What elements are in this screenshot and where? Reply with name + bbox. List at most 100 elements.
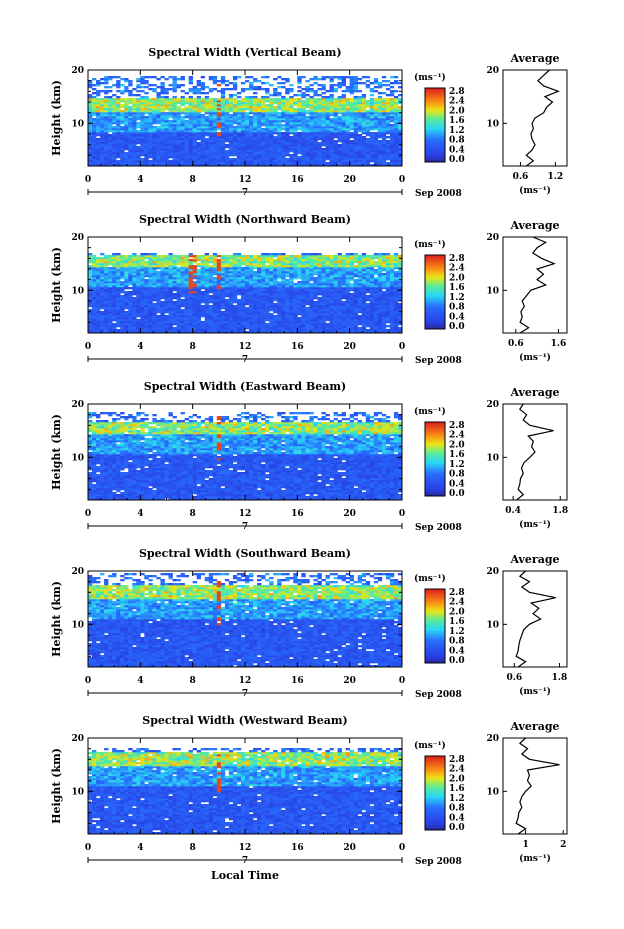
- heatmap-cell: [224, 130, 230, 133]
- heatmap-cell: [224, 305, 230, 308]
- heatmap-cell: [297, 86, 302, 89]
- heatmap-cell: [204, 317, 210, 320]
- heatmap-cell: [224, 293, 230, 296]
- heatmap-cell: [92, 325, 97, 328]
- heatmap-cell: [108, 156, 113, 159]
- heatmap-cell: [212, 134, 218, 137]
- heatmap-cell: [373, 126, 379, 129]
- heatmap-cell: [168, 253, 173, 256]
- heatmap-cell: [96, 269, 101, 272]
- heatmap-cell: [345, 154, 350, 157]
- heatmap-cell: [188, 315, 193, 318]
- heatmap-cell: [168, 88, 173, 91]
- heatmap-cell: [261, 110, 266, 113]
- heatmap-cell: [269, 100, 274, 103]
- heatmap-cell: [88, 94, 93, 97]
- heatmap-cell: [220, 273, 226, 276]
- heatmap-cell: [317, 150, 322, 153]
- heatmap-cell: [152, 269, 157, 272]
- heatmap-cell: [152, 104, 157, 107]
- heatmap-cell: [289, 116, 294, 119]
- heatmap-cell: [140, 329, 145, 332]
- heatmap-cell: [265, 323, 270, 326]
- heatmap-cell: [253, 267, 258, 270]
- heatmap-cell: [269, 98, 274, 101]
- heatmap-cell: [365, 158, 371, 161]
- heatmap-cell: [289, 136, 294, 139]
- heatmap-cell: [285, 110, 290, 113]
- heatmap-cell: [285, 104, 290, 107]
- heatmap-cell: [100, 305, 105, 308]
- heatmap-cell: [397, 124, 403, 127]
- heatmap-cell: [240, 263, 246, 266]
- heatmap-cell: [88, 86, 93, 89]
- heatmap-cell: [261, 76, 266, 79]
- heatmap-cell: [385, 116, 391, 119]
- heatmap-cell: [196, 124, 202, 127]
- heatmap-cell: [136, 148, 141, 151]
- heatmap-cell: [112, 148, 117, 151]
- heatmap-cell: [192, 86, 197, 89]
- heatmap-cell: [381, 138, 387, 141]
- heatmap-cell: [192, 315, 197, 318]
- heatmap-cell: [293, 142, 298, 145]
- heatmap-cell: [313, 130, 318, 133]
- heatmap-cell: [88, 100, 93, 103]
- heatmap-cell: [333, 148, 338, 151]
- heatmap-cell: [220, 98, 226, 101]
- heatmap-cell: [220, 327, 226, 330]
- heatmap-cell: [208, 319, 214, 322]
- heatmap-cell: [160, 257, 165, 260]
- heatmap-cell: [96, 98, 101, 101]
- heatmap-cell: [124, 148, 129, 151]
- heatmap-cell: [132, 259, 137, 262]
- heatmap-cell: [88, 309, 93, 312]
- heatmap-cell: [281, 162, 286, 165]
- heatmap-cell: [188, 132, 193, 135]
- heatmap-cell: [132, 98, 137, 101]
- heatmap-cell: [116, 162, 121, 165]
- heatmap-cell: [144, 315, 149, 318]
- heatmap-cell: [277, 104, 282, 107]
- heatmap-cell: [236, 289, 242, 292]
- heatmap-cell: [301, 134, 306, 137]
- heatmap-cell: [112, 275, 117, 278]
- heatmap-cell: [389, 128, 395, 131]
- heatmap-cell: [132, 289, 137, 292]
- heatmap-cell: [124, 261, 129, 264]
- heatmap-cell: [365, 120, 371, 123]
- heatmap-cell: [100, 323, 105, 326]
- heatmap-cell: [245, 108, 250, 111]
- heatmap-cell: [365, 124, 371, 127]
- heatmap-cell: [208, 108, 214, 111]
- heatmap-cell: [116, 164, 121, 167]
- heatmap-cell: [168, 269, 173, 272]
- heatmap-cell: [96, 329, 101, 332]
- heatmap-cell: [152, 122, 157, 125]
- heatmap-cell: [132, 124, 137, 127]
- heatmap-cell: [373, 128, 379, 131]
- heatmap-cell: [172, 307, 177, 310]
- heatmap-cell: [148, 88, 153, 91]
- heatmap-cell: [100, 261, 105, 264]
- heatmap-cell: [236, 128, 242, 131]
- heatmap-cell: [240, 108, 246, 111]
- heatmap-cell: [132, 253, 137, 256]
- heatmap-cell: [152, 130, 157, 133]
- heatmap-cell: [289, 104, 294, 107]
- heatmap-cell: [281, 102, 286, 105]
- heatmap-cell: [224, 146, 230, 149]
- heatmap-cell: [269, 132, 274, 135]
- heatmap-cell: [136, 299, 141, 302]
- heatmap-cell: [100, 130, 105, 133]
- heatmap-cell: [393, 158, 399, 161]
- heatmap-cell: [208, 317, 214, 320]
- heatmap-cell: [192, 313, 197, 316]
- heatmap-cell: [232, 142, 238, 145]
- heatmap-cell: [136, 313, 141, 316]
- heatmap-cell: [104, 98, 109, 101]
- heatmap-cell: [285, 301, 290, 304]
- heatmap-cell: [196, 297, 202, 300]
- heatmap-cell: [333, 84, 338, 87]
- heatmap-cell: [124, 319, 129, 322]
